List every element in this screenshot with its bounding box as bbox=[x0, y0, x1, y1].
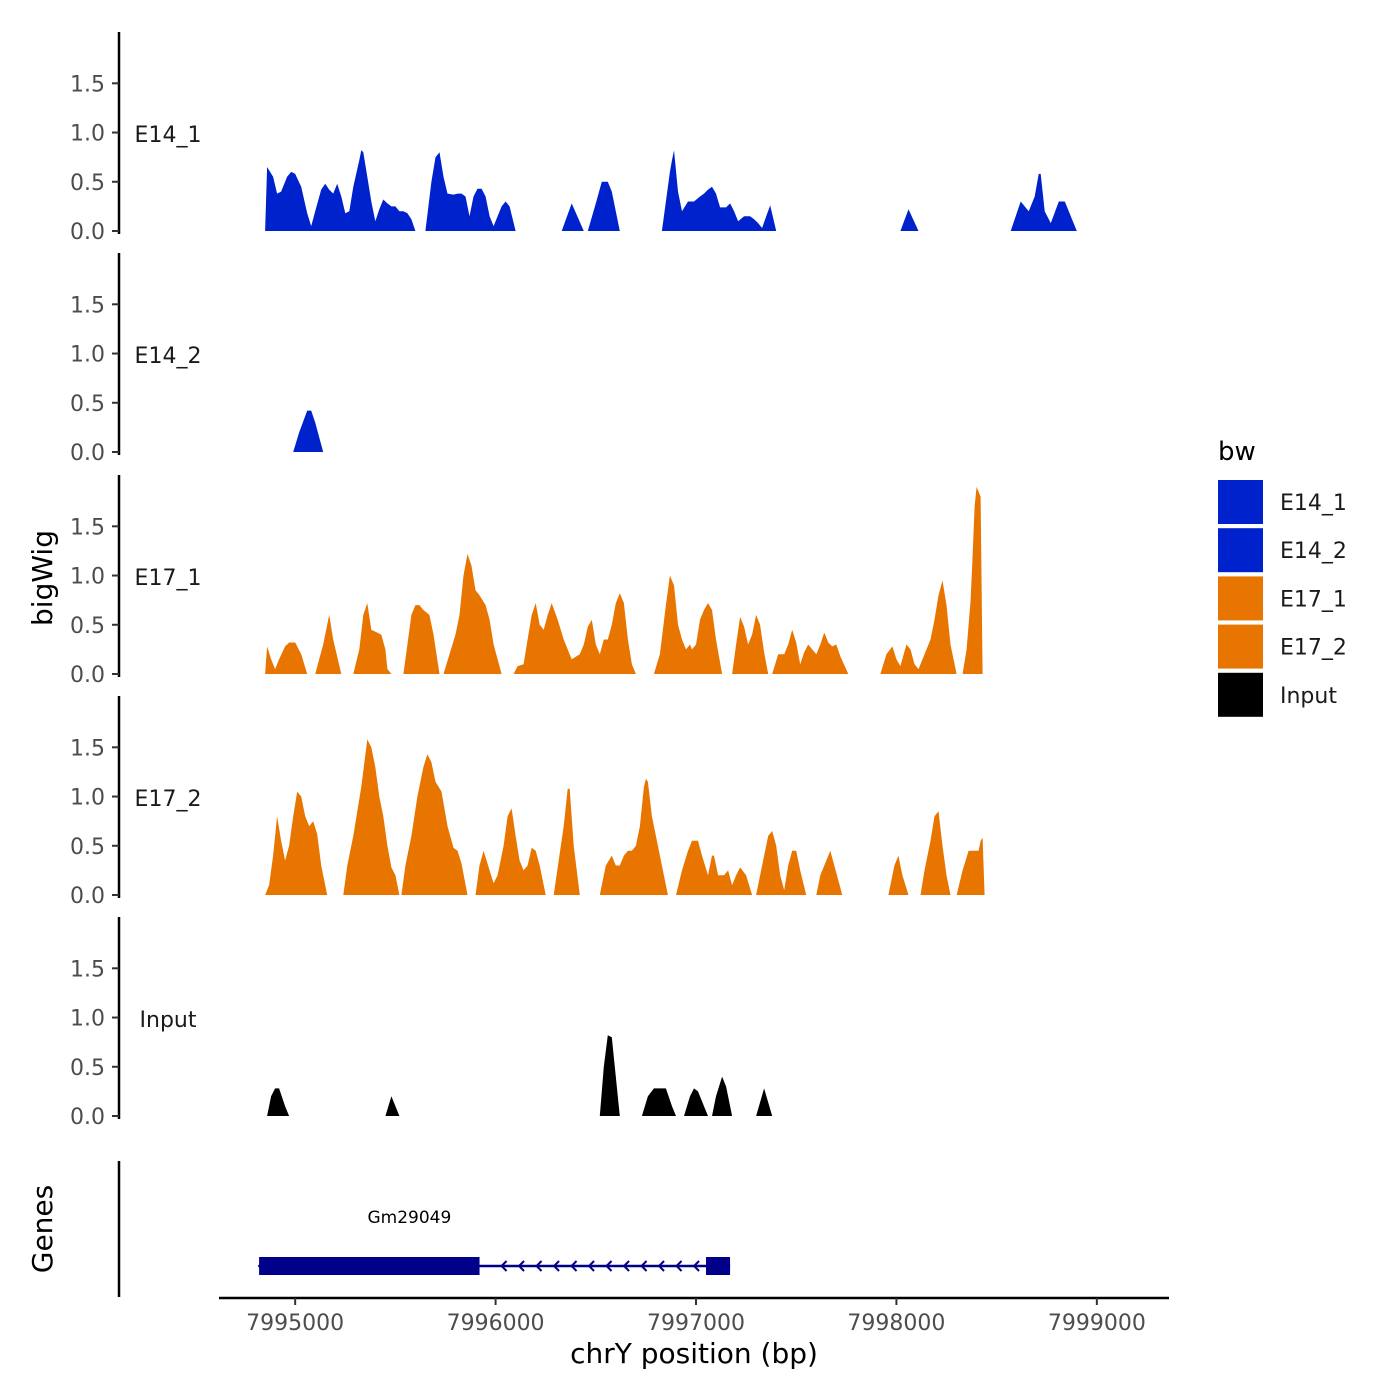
strand-arrow bbox=[517, 1260, 525, 1272]
x-tick-label: 7997000 bbox=[647, 1311, 745, 1336]
area-e14_2 bbox=[293, 410, 324, 452]
legend-item-e14_1: E14_1 bbox=[1218, 480, 1347, 524]
area-input bbox=[267, 1035, 773, 1116]
gene-exon bbox=[259, 1257, 480, 1275]
y-tick-label: 0.5 bbox=[70, 392, 105, 417]
x-tick-label: 7999000 bbox=[1048, 1311, 1146, 1336]
legend-label: E17_2 bbox=[1280, 636, 1347, 661]
genes-panel: Genes Gm29049 bbox=[26, 1161, 731, 1297]
track-e17_1: 0.0 0.5 1.0 1.5 E17_1 bbox=[70, 475, 983, 688]
legend-swatch bbox=[1218, 528, 1263, 573]
legend-title: bw bbox=[1218, 437, 1256, 467]
y-tick-label: 0.0 bbox=[70, 663, 105, 688]
strand-arrow bbox=[605, 1260, 613, 1272]
y-tick-label: 0.5 bbox=[70, 614, 105, 639]
x-axis: 7995000 7996000 7997000 7998000 7999000 chrY … bbox=[219, 1296, 1169, 1370]
track-label: E17_1 bbox=[135, 566, 202, 591]
strand-arrow bbox=[587, 1260, 595, 1272]
x-tick-label: 7995000 bbox=[246, 1311, 344, 1336]
strand-arrow bbox=[692, 1260, 700, 1272]
y-tick-label: 1.5 bbox=[70, 72, 105, 97]
track-e14_1: 0.0 0.5 1.0 1.5 E14_1 bbox=[70, 32, 1077, 245]
gene-exon bbox=[706, 1257, 731, 1275]
strand-arrow bbox=[500, 1260, 508, 1272]
track-label: E14_2 bbox=[135, 344, 202, 369]
legend-swatch bbox=[1218, 624, 1263, 669]
strand-arrow bbox=[535, 1260, 543, 1272]
x-tick-label: 7998000 bbox=[847, 1311, 945, 1336]
y-tick-label: 0.5 bbox=[70, 1056, 105, 1081]
track-label: Input bbox=[140, 1008, 197, 1033]
y-tick-label: 1.5 bbox=[70, 736, 105, 761]
genes-axis-title: Genes bbox=[26, 1185, 59, 1273]
y-tick-label: 1.0 bbox=[70, 122, 105, 147]
track-label: E17_2 bbox=[135, 787, 202, 812]
legend-item-input: Input bbox=[1218, 672, 1337, 717]
track-e17_2: 0.0 0.5 1.0 1.5 E17_2 bbox=[70, 696, 985, 909]
legend-label: E17_1 bbox=[1280, 587, 1347, 612]
legend-label: E14_2 bbox=[1280, 539, 1347, 564]
strand-arrow bbox=[640, 1260, 648, 1272]
strand-arrow bbox=[675, 1260, 683, 1272]
y-tick-label: 0.0 bbox=[70, 220, 105, 245]
track-e14_2: 0.0 0.5 1.0 1.5 E14_2 bbox=[70, 253, 324, 466]
legend-label: E14_1 bbox=[1280, 491, 1347, 516]
y-tick-label: 1.5 bbox=[70, 293, 105, 318]
legend-swatch bbox=[1218, 480, 1263, 524]
area-e17_2 bbox=[265, 739, 985, 895]
y-tick-label: 1.0 bbox=[70, 1007, 105, 1032]
legend-item-e14_2: E14_2 bbox=[1218, 528, 1347, 573]
strand-arrow bbox=[257, 1260, 265, 1272]
legend-swatch bbox=[1218, 672, 1263, 717]
y-tick-label: 1.0 bbox=[70, 343, 105, 368]
coverage-tracks: 0.0 0.5 1.0 1.5 E14_1 0.0 0.5 1.0 1.5 E14_2 0.0 0.5… bbox=[70, 32, 1077, 1130]
x-tick-label: 7996000 bbox=[447, 1311, 545, 1336]
y-tick-label: 1.5 bbox=[70, 957, 105, 982]
y-tick-label: 0.5 bbox=[70, 835, 105, 860]
area-e17_1 bbox=[265, 486, 983, 674]
track-label: E14_1 bbox=[135, 123, 202, 148]
y-axis-title: bigWig bbox=[26, 530, 59, 626]
legend-item-e17_1: E17_1 bbox=[1218, 576, 1347, 621]
y-tick-label: 0.0 bbox=[70, 1105, 105, 1130]
strand-arrow bbox=[622, 1260, 630, 1272]
legend-label: Input bbox=[1280, 684, 1337, 709]
y-tick-label: 0.0 bbox=[70, 884, 105, 909]
strand-arrow bbox=[552, 1260, 560, 1272]
y-tick-label: 0.5 bbox=[70, 171, 105, 196]
y-tick-label: 1.5 bbox=[70, 515, 105, 540]
x-axis-title: chrY position (bp) bbox=[570, 1337, 818, 1370]
legend-swatch bbox=[1218, 576, 1263, 621]
strand-arrow bbox=[570, 1260, 578, 1272]
y-tick-label: 1.0 bbox=[70, 565, 105, 590]
track-input: 0.0 0.5 1.0 1.5 Input bbox=[70, 917, 773, 1130]
y-tick-label: 0.0 bbox=[70, 441, 105, 466]
area-e14_1 bbox=[265, 150, 1077, 231]
legend-item-e17_2: E17_2 bbox=[1218, 624, 1347, 669]
y-tick-label: 1.0 bbox=[70, 786, 105, 811]
strand-arrow bbox=[657, 1260, 665, 1272]
gene-name-label: Gm29049 bbox=[367, 1208, 451, 1228]
legend: bw E14_1 E14_2 E17_1 E17_2 Input bbox=[1218, 437, 1347, 717]
